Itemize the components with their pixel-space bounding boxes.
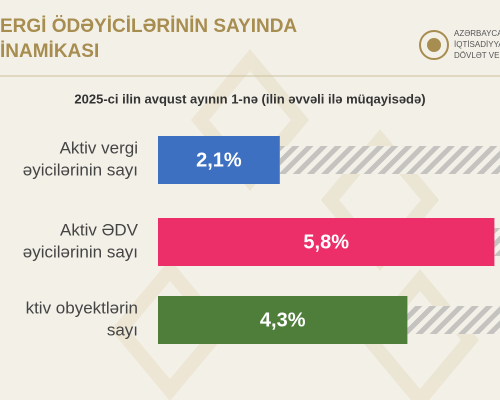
- value-label: 5,8%: [303, 231, 349, 253]
- bar: [158, 296, 408, 344]
- value-label: 4,3%: [260, 309, 306, 331]
- category-label: Aktiv ƏDV: [60, 220, 139, 239]
- category-label: sayı: [107, 320, 138, 339]
- logo-text: AZƏRBAYCA: [454, 29, 500, 38]
- subtitle: 2025-ci ilin avqust ayının 1-nə (ilin əv…: [74, 91, 425, 106]
- logo-text: DÖVLƏT VER: [454, 51, 500, 60]
- category-label: ktiv obyektlərin: [26, 298, 138, 317]
- value-label: 2,1%: [196, 149, 242, 171]
- title-line: İNAMİKASI: [0, 41, 99, 62]
- logo: AZƏRBAYCA İQTİSADİYYA DÖVLƏT VER: [419, 29, 500, 60]
- bar: [158, 218, 495, 266]
- remainder-hatch: [494, 228, 500, 256]
- category-label: Aktiv vergi: [60, 138, 138, 157]
- remainder-hatch: [279, 146, 500, 174]
- bar: [158, 136, 280, 184]
- logo-text: İQTİSADİYYA: [454, 40, 500, 49]
- category-label: əyicilərinin sayı: [23, 242, 138, 261]
- remainder-hatch: [407, 306, 500, 334]
- category-label: əyicilərinin sayı: [23, 160, 138, 179]
- title-line: ERGİ ÖDƏYİCİLƏRİNİN SAYINDA: [0, 16, 297, 37]
